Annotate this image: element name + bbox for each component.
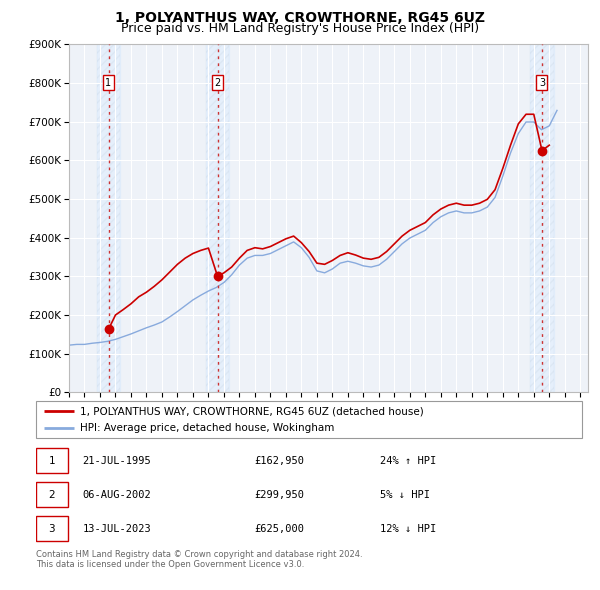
Text: 5% ↓ HPI: 5% ↓ HPI: [380, 490, 430, 500]
Text: 12% ↓ HPI: 12% ↓ HPI: [380, 524, 436, 534]
Text: HPI: Average price, detached house, Wokingham: HPI: Average price, detached house, Woki…: [80, 423, 334, 433]
Text: 1, POLYANTHUS WAY, CROWTHORNE, RG45 6UZ (detached house): 1, POLYANTHUS WAY, CROWTHORNE, RG45 6UZ …: [80, 406, 424, 416]
Text: £625,000: £625,000: [254, 524, 304, 534]
FancyBboxPatch shape: [36, 482, 68, 507]
Bar: [206, 44, 229, 392]
Text: £162,950: £162,950: [254, 455, 304, 466]
Text: 24% ↑ HPI: 24% ↑ HPI: [380, 455, 436, 466]
Text: 2: 2: [214, 77, 221, 87]
Text: £299,950: £299,950: [254, 490, 304, 500]
Text: 3: 3: [539, 77, 545, 87]
Text: 1: 1: [49, 455, 55, 466]
Text: Price paid vs. HM Land Registry's House Price Index (HPI): Price paid vs. HM Land Registry's House …: [121, 22, 479, 35]
Text: 06-AUG-2002: 06-AUG-2002: [82, 490, 151, 500]
Bar: [530, 44, 554, 392]
Bar: [97, 44, 120, 392]
Text: 2: 2: [49, 490, 55, 500]
Bar: [97, 44, 120, 392]
Text: 21-JUL-1995: 21-JUL-1995: [82, 455, 151, 466]
Text: 13-JUL-2023: 13-JUL-2023: [82, 524, 151, 534]
Text: 1, POLYANTHUS WAY, CROWTHORNE, RG45 6UZ: 1, POLYANTHUS WAY, CROWTHORNE, RG45 6UZ: [115, 11, 485, 25]
Bar: [530, 44, 554, 392]
Bar: [206, 44, 229, 392]
FancyBboxPatch shape: [36, 401, 582, 438]
Text: 3: 3: [49, 524, 55, 534]
FancyBboxPatch shape: [36, 448, 68, 473]
Text: 1: 1: [106, 77, 112, 87]
FancyBboxPatch shape: [36, 516, 68, 542]
Text: Contains HM Land Registry data © Crown copyright and database right 2024.
This d: Contains HM Land Registry data © Crown c…: [36, 550, 362, 569]
